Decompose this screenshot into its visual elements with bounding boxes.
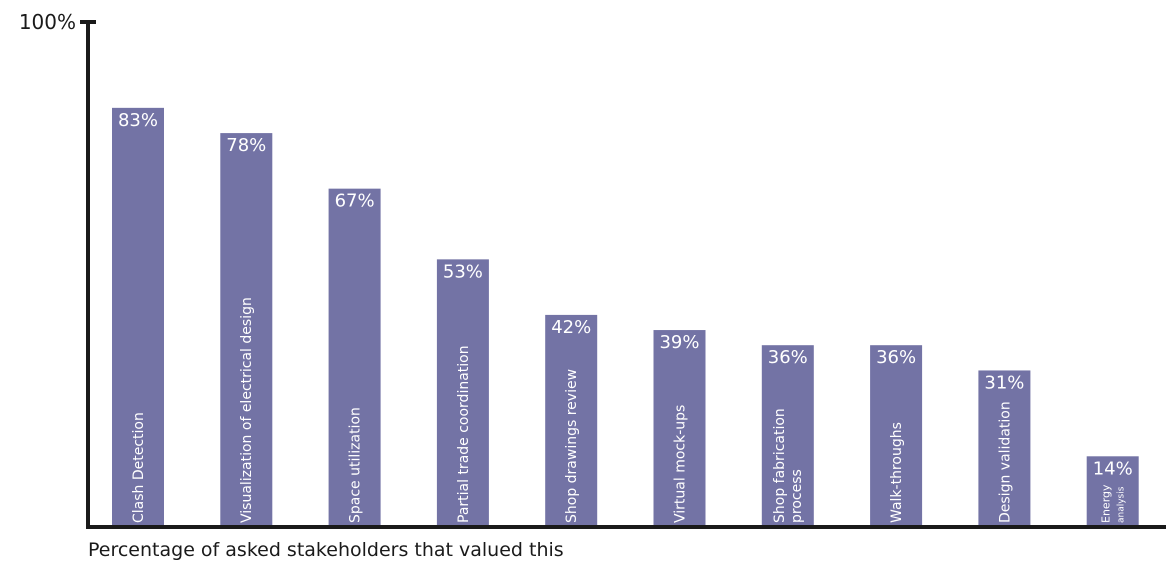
category-label-line: Shop drawings review xyxy=(564,369,580,523)
y-tick-label-max: 100% xyxy=(19,10,76,34)
bar-value-label: 39% xyxy=(659,332,699,353)
bar-value-label: 53% xyxy=(443,261,483,282)
bar-value-label: 36% xyxy=(876,347,916,368)
category-label: Shop drawings review xyxy=(564,369,580,523)
bar-value-label: 83% xyxy=(118,110,158,131)
bar xyxy=(870,345,923,527)
category-label: Walk-throughs xyxy=(889,422,905,523)
bar xyxy=(436,259,489,527)
category-label-line: Design validation xyxy=(997,401,1013,523)
x-axis-title: Percentage of asked stakeholders that va… xyxy=(88,539,564,561)
category-label-line: Energy xyxy=(1100,484,1113,523)
bar-value-label: 67% xyxy=(335,191,375,212)
bar xyxy=(653,330,706,527)
bar-value-label: 31% xyxy=(984,372,1024,393)
category-label-line: Shop fabrication xyxy=(772,408,788,523)
bar xyxy=(220,133,273,527)
bar-value-label: 36% xyxy=(768,347,808,368)
category-label: Space utilization xyxy=(348,407,364,523)
category-label-line: Visualization of electrical design xyxy=(239,297,255,523)
category-label: Clash Detection xyxy=(131,412,147,523)
category-label-line: Space utilization xyxy=(348,407,364,523)
axes-group: 100% Percentage of asked stakeholders th… xyxy=(19,10,1166,561)
category-label: Visualization of electrical design xyxy=(239,297,255,523)
category-label-line: Walk-throughs xyxy=(889,422,905,523)
bar xyxy=(112,107,164,527)
category-label: Energy analysis xyxy=(1100,484,1127,523)
bar xyxy=(545,314,598,527)
bar-value-label: 78% xyxy=(226,135,266,156)
category-label: Design validation xyxy=(997,401,1013,523)
bar xyxy=(761,345,814,527)
category-label-line: Virtual mock-ups xyxy=(672,405,688,523)
category-label-line: Clash Detection xyxy=(131,412,147,523)
bars-group: 83% Clash Detection 78% Visualization of el… xyxy=(112,107,1139,527)
bar xyxy=(328,188,381,527)
category-label-line: process xyxy=(789,469,805,523)
bar-value-label: 42% xyxy=(551,317,591,338)
category-label: Partial trade coordination xyxy=(456,345,472,523)
category-label-line: Partial trade coordination xyxy=(456,345,472,523)
bar-value-label: 14% xyxy=(1093,458,1133,479)
category-label: Shop fabricationprocess xyxy=(772,408,805,523)
category-label-line: analysis xyxy=(1117,486,1127,523)
bar xyxy=(978,370,1031,527)
bar xyxy=(1086,456,1139,527)
category-label: Virtual mock-ups xyxy=(672,405,688,523)
